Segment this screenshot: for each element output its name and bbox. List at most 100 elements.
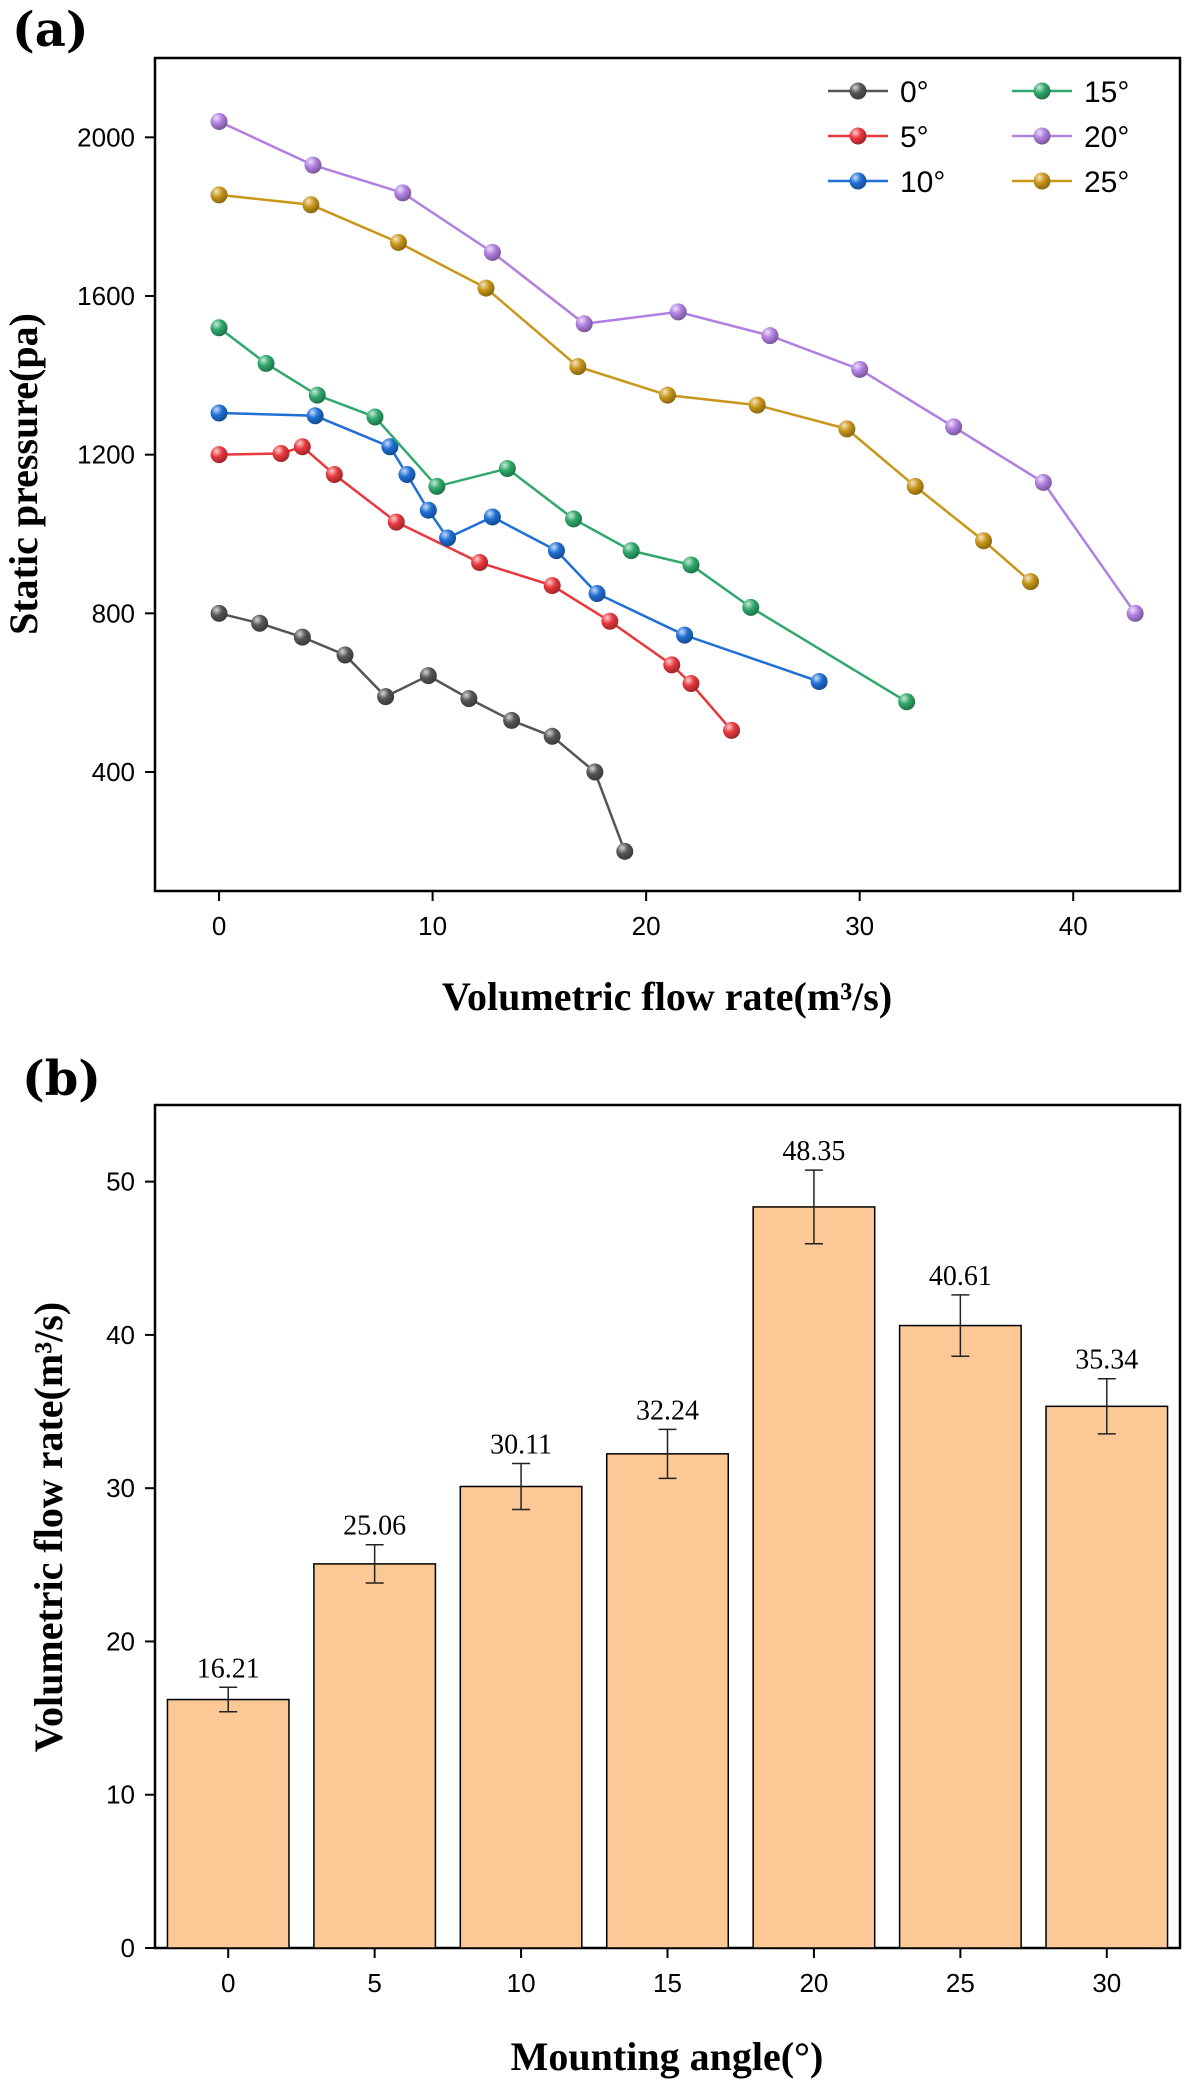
data-point bbox=[659, 386, 676, 404]
panel-a-x-axis-title: Volumetric flow rate(m³/s) bbox=[442, 974, 892, 1019]
legend-label: 10° bbox=[900, 166, 945, 199]
panel-b-x-tick-label: 25 bbox=[946, 1968, 975, 1998]
data-point bbox=[272, 444, 290, 462]
data-point bbox=[398, 466, 416, 483]
data-point bbox=[483, 508, 501, 526]
panel-a-y-tick-label: 1600 bbox=[77, 281, 135, 311]
data-point bbox=[945, 418, 963, 436]
legend-item: 5° bbox=[828, 121, 929, 154]
panel-a-x-tick-label: 10 bbox=[418, 911, 447, 941]
data-point bbox=[622, 542, 640, 560]
panel-a-x-tick-label: 0 bbox=[212, 911, 226, 941]
data-point bbox=[325, 466, 343, 483]
panel-b-y-tick-label: 10 bbox=[106, 1780, 135, 1810]
data-point bbox=[304, 156, 322, 174]
panel-a-axes: 0 10 20 30 40 400 800 1200 1600 2000 bbox=[77, 122, 1088, 941]
data-point bbox=[742, 598, 760, 616]
series-line bbox=[219, 445, 733, 732]
data-point bbox=[257, 354, 275, 372]
series-line bbox=[218, 612, 626, 852]
legend-marker bbox=[1033, 127, 1051, 145]
data-point bbox=[389, 233, 407, 251]
bar-group: 35.34 bbox=[1045, 1345, 1169, 1949]
series-line bbox=[218, 120, 1137, 615]
panel-b-x-tick-label: 10 bbox=[507, 1968, 536, 1998]
data-point bbox=[251, 614, 269, 632]
data-point bbox=[1126, 604, 1144, 622]
bar-group: 25.06 bbox=[313, 1511, 437, 1949]
panel-a-y-tick-label: 1200 bbox=[77, 440, 135, 470]
legend-marker bbox=[1033, 172, 1051, 190]
data-point bbox=[210, 186, 228, 204]
data-point bbox=[498, 460, 516, 478]
data-point bbox=[616, 842, 634, 860]
data-point bbox=[906, 477, 924, 495]
legend-item: 0° bbox=[828, 76, 929, 109]
legend-item: 10° bbox=[828, 166, 945, 199]
panel-b-y-tick-label: 20 bbox=[106, 1626, 135, 1656]
data-point bbox=[293, 628, 311, 646]
series-0 bbox=[210, 604, 634, 860]
legend-marker bbox=[1033, 82, 1051, 100]
data-point bbox=[387, 513, 405, 531]
panel-a-y-tick-label: 800 bbox=[92, 598, 135, 628]
data-point bbox=[210, 319, 228, 337]
panel-a-x-tick-label: 30 bbox=[845, 911, 874, 941]
legend-item: 15° bbox=[1012, 76, 1129, 109]
data-point bbox=[1022, 573, 1040, 591]
panel-b-x-tick-label: 5 bbox=[367, 1968, 381, 1998]
panel-a-series bbox=[210, 112, 1144, 860]
bar-value-label: 35.34 bbox=[1075, 1345, 1138, 1376]
data-point bbox=[293, 438, 311, 456]
legend-item: 25° bbox=[1012, 166, 1129, 199]
panel-b: (b) 0 10 20 30 40 50 0 5 10 15 20 25 30 16.21 25.06 30… bbox=[22, 1051, 1182, 2079]
series-5 bbox=[210, 186, 1040, 591]
panel-b-y-tick-label: 50 bbox=[106, 1167, 135, 1197]
series-4 bbox=[210, 112, 1144, 622]
data-point bbox=[308, 386, 326, 404]
panel-a-y-tick-label: 400 bbox=[92, 757, 135, 787]
data-point bbox=[586, 763, 604, 781]
bar-group: 30.11 bbox=[459, 1430, 583, 1949]
series-3 bbox=[210, 319, 916, 711]
bar-value-label: 30.11 bbox=[490, 1430, 552, 1461]
bar-value-label: 32.24 bbox=[636, 1395, 699, 1426]
series-1 bbox=[210, 438, 741, 739]
panel-a-y-tick-label: 2000 bbox=[77, 122, 135, 152]
legend-label: 0° bbox=[900, 76, 929, 109]
bar-group: 16.21 bbox=[166, 1653, 290, 1949]
data-point bbox=[302, 196, 320, 214]
panel-b-bars: 16.21 25.06 30.11 32.24 48.35 40.61 35.34 bbox=[166, 1136, 1169, 1949]
data-point bbox=[419, 501, 437, 519]
data-point bbox=[477, 279, 495, 297]
data-point bbox=[975, 532, 993, 550]
panel-a-x-tick-label: 40 bbox=[1059, 911, 1088, 941]
data-point bbox=[601, 612, 619, 630]
data-point bbox=[381, 438, 399, 456]
legend-marker bbox=[849, 82, 867, 100]
data-point bbox=[336, 646, 354, 664]
data-point bbox=[761, 327, 779, 345]
series-line bbox=[218, 193, 1032, 583]
panel-b-x-tick-label: 30 bbox=[1092, 1968, 1121, 1998]
data-point bbox=[210, 404, 228, 422]
legend-label: 25° bbox=[1084, 166, 1129, 199]
data-point bbox=[210, 446, 228, 464]
data-point bbox=[471, 554, 489, 572]
data-point bbox=[460, 690, 478, 708]
data-point bbox=[428, 477, 446, 495]
panel-b-x-tick-label: 15 bbox=[653, 1968, 682, 1998]
data-point bbox=[575, 315, 593, 333]
data-point bbox=[898, 693, 916, 711]
bar bbox=[313, 1563, 437, 1949]
bar bbox=[166, 1698, 290, 1949]
data-point bbox=[569, 358, 587, 376]
series-2 bbox=[210, 404, 828, 691]
legend-label: 15° bbox=[1084, 76, 1129, 109]
legend-marker bbox=[849, 172, 867, 190]
bar-group: 40.61 bbox=[898, 1261, 1022, 1949]
panel-a-y-axis-title: Static pressure(pa) bbox=[1, 313, 46, 635]
data-point bbox=[851, 360, 869, 378]
